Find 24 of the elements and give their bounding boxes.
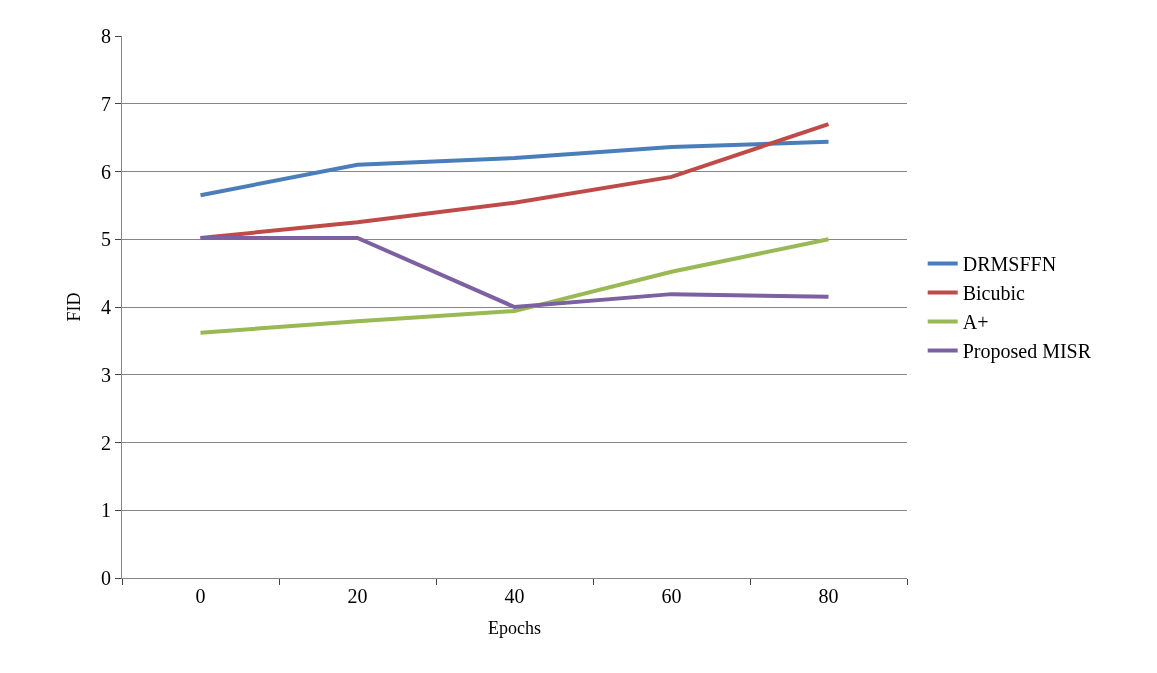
x-tick-label: 20 bbox=[347, 585, 368, 607]
y-tick-label: 7 bbox=[101, 92, 111, 115]
legend-label: Proposed MISR bbox=[962, 340, 1092, 364]
y-tick-label: 1 bbox=[101, 499, 111, 522]
line-series bbox=[198, 122, 831, 240]
legend-label: DRMSFFN bbox=[962, 253, 1057, 276]
y-tick-label: 8 bbox=[101, 25, 111, 47]
y-tick-label: 4 bbox=[101, 296, 111, 318]
line-series bbox=[198, 235, 831, 309]
y-tick-label: 2 bbox=[101, 431, 111, 454]
x-tick-label: 60 bbox=[661, 585, 682, 607]
y-axis-title: FID bbox=[64, 292, 85, 322]
y-tick-label: 6 bbox=[101, 160, 111, 183]
x-tick-label: 80 bbox=[818, 585, 839, 607]
y-tick-label: 0 bbox=[101, 567, 111, 589]
x-axis-title: Epochs bbox=[488, 618, 541, 639]
y-tick-label: 5 bbox=[101, 228, 111, 251]
legend-label: Bicubic bbox=[962, 282, 1026, 305]
y-tick-label: 3 bbox=[101, 363, 111, 386]
x-tick-label: 0 bbox=[195, 585, 206, 607]
x-tick-label: 40 bbox=[504, 585, 525, 607]
line-series bbox=[198, 139, 831, 198]
legend-label: A+ bbox=[962, 311, 989, 334]
line-series bbox=[198, 237, 831, 335]
